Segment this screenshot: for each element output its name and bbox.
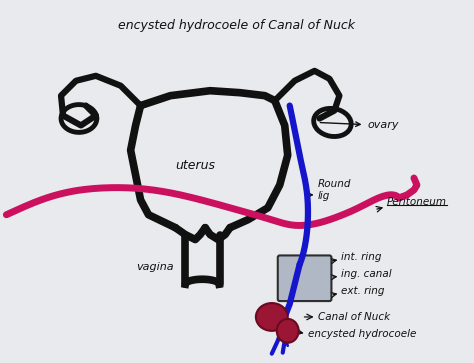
Text: vagina: vagina (137, 262, 174, 272)
Text: Round
lig: Round lig (318, 179, 351, 201)
Text: ext. ring: ext. ring (341, 286, 385, 296)
Ellipse shape (277, 319, 299, 343)
Text: uterus: uterus (175, 159, 215, 172)
Text: Canal of Nuck: Canal of Nuck (318, 312, 390, 322)
Text: int. ring: int. ring (341, 252, 382, 262)
Text: Peritoneum: Peritoneum (387, 197, 447, 207)
FancyBboxPatch shape (278, 256, 331, 301)
Ellipse shape (256, 303, 288, 331)
Text: encysted hydrocoele: encysted hydrocoele (308, 329, 416, 339)
Text: encysted hydrocoele of Canal of Nuck: encysted hydrocoele of Canal of Nuck (118, 19, 356, 32)
Text: ovary: ovary (320, 121, 399, 130)
Text: ing. canal: ing. canal (341, 269, 392, 279)
